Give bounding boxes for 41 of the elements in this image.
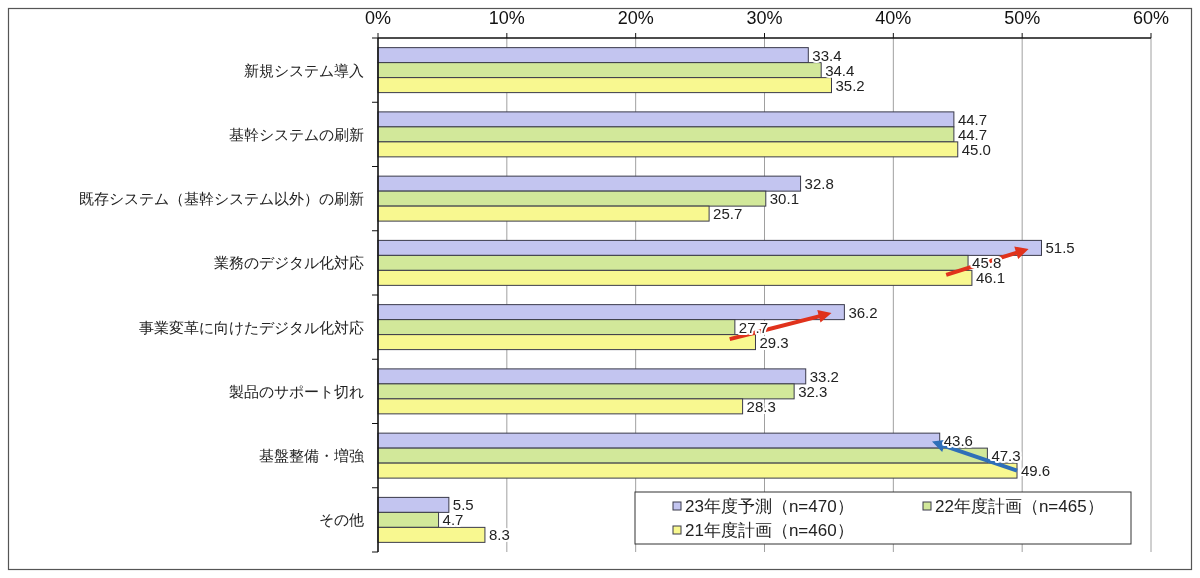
- data-label: 47.3: [991, 447, 1021, 465]
- y-tick-label: 新規システム導入: [244, 61, 364, 79]
- data-label: 27.7: [738, 318, 769, 336]
- legend-label: 21年度計画（n=460）: [685, 520, 854, 540]
- data-label: 25.7: [713, 205, 743, 223]
- data-label: 44.7: [957, 110, 988, 128]
- x-tick-label: 0%: [364, 8, 392, 28]
- y-tick-label: 事業変革に向けたデジタル化対応: [139, 318, 364, 336]
- data-label: 51.5: [1045, 239, 1075, 257]
- data-label: 29.3: [759, 333, 789, 351]
- data-label: 36.2: [848, 303, 878, 321]
- data-label: 30.1: [769, 190, 799, 208]
- data-label: 46.1: [975, 269, 1006, 287]
- x-tick-label: 30%: [746, 8, 783, 28]
- data-label: 5.5: [452, 496, 474, 514]
- y-tick-label: 業務のデジタル化対応: [214, 254, 364, 272]
- x-tick-label: 50%: [1004, 8, 1041, 28]
- y-tick-label: 基盤整備・増強: [259, 447, 364, 465]
- data-label: 32.3: [798, 382, 828, 400]
- x-tick-label: 10%: [488, 8, 525, 28]
- y-tick-label: 既存システム（基幹システム以外）の刷新: [79, 190, 364, 208]
- x-tick-label: 40%: [875, 8, 912, 28]
- y-tick-label: その他: [319, 511, 364, 529]
- data-label: 4.7: [442, 511, 464, 529]
- data-label: 8.3: [488, 526, 510, 544]
- legend-label: 23年度予測（n=470）: [685, 496, 854, 516]
- data-label: 28.3: [746, 397, 776, 415]
- y-tick-label: 基幹システムの刷新: [229, 125, 364, 143]
- x-tick-label: 20%: [617, 8, 654, 28]
- data-label: 33.2: [809, 367, 839, 385]
- data-label: 49.6: [1021, 462, 1051, 480]
- y-tick-label: 製品のサポート切れ: [229, 382, 364, 400]
- data-label: 45.0: [961, 140, 991, 158]
- data-label: 32.8: [804, 175, 834, 193]
- legend-label: 22年度計画（n=465）: [935, 496, 1104, 516]
- data-label: 33.4: [812, 46, 842, 64]
- data-label: 35.2: [835, 76, 865, 94]
- data-label: 43.6: [943, 432, 973, 450]
- x-tick-label: 60%: [1132, 8, 1170, 28]
- data-label: 44.7: [957, 125, 988, 143]
- data-label: 34.4: [825, 61, 855, 79]
